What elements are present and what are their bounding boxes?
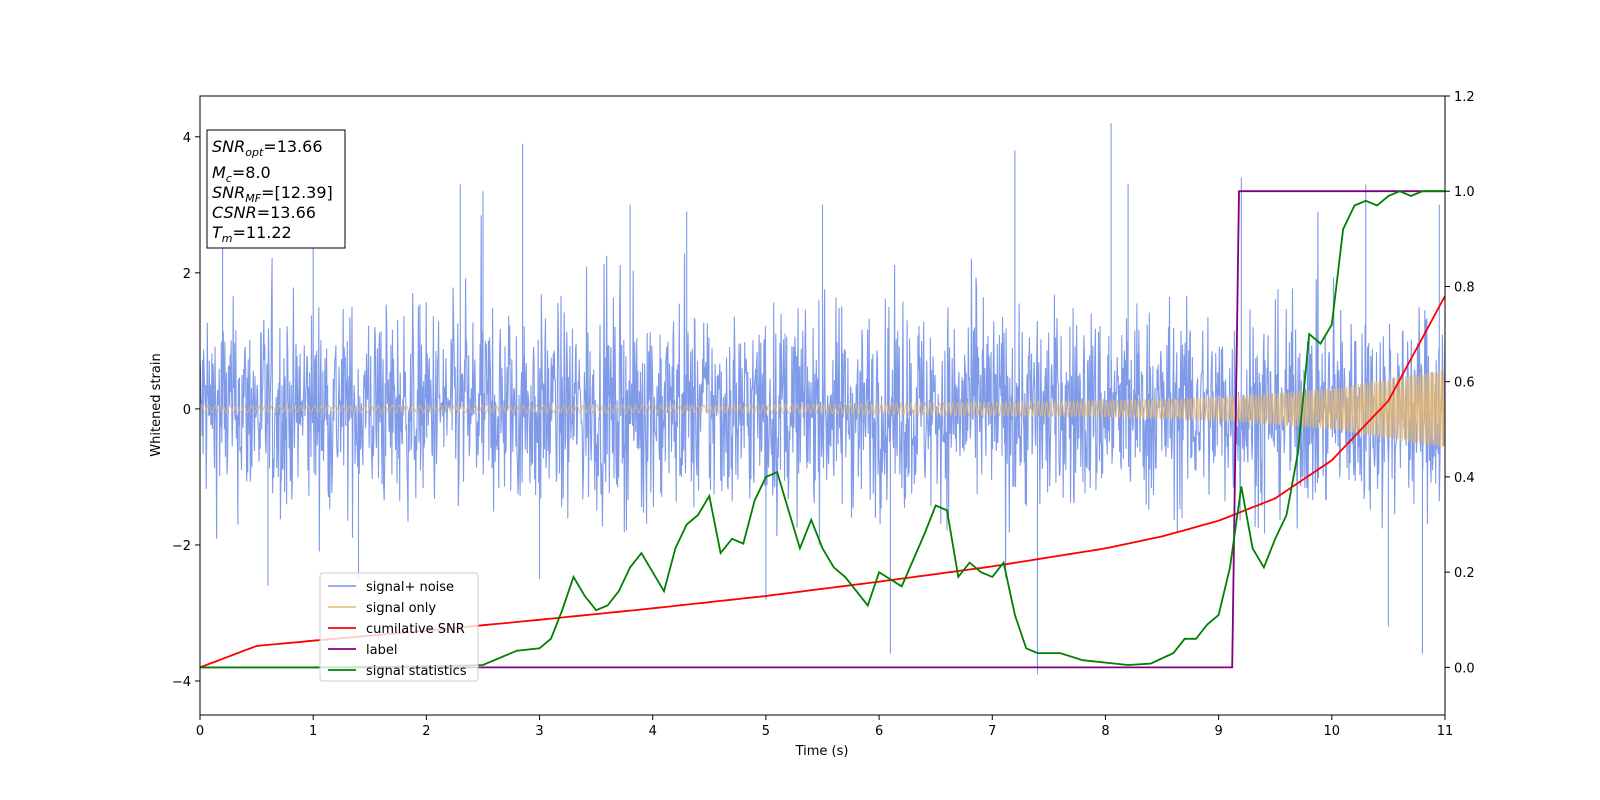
y-tick-label-2: 0 (183, 403, 191, 418)
x-tick-label-7: 7 (988, 724, 996, 739)
y-tick-label-4: 4 (183, 131, 191, 146)
annotation-frame (206, 129, 346, 249)
y2-tick-label-2: 0.4 (1454, 471, 1475, 486)
legend: signal+ noise signal only cumilative SNR la… (319, 572, 479, 682)
legend-label-cumulative-snr: cumilative SNR (366, 622, 465, 637)
series-signal-statistics (200, 190, 1445, 669)
legend-label-signal-only: signal only (366, 601, 436, 616)
legend-label-signal-statistics: signal statistics (366, 664, 467, 679)
y2-tick-label-4: 0.8 (1454, 280, 1475, 295)
series-signal-noise (200, 123, 1445, 675)
x-tick-label-8: 8 (1101, 724, 1109, 739)
annotation-csnr: CSNR=13.66 (212, 203, 316, 222)
y-tick-label-3: 2 (183, 267, 191, 282)
legend-frame (319, 572, 479, 682)
x-tick-label-4: 4 (649, 724, 657, 739)
x-tick-label-0: 0 (196, 724, 204, 739)
x-tick-label-11: 11 (1437, 724, 1454, 739)
y-tick-label-1: −2 (172, 539, 191, 554)
x-tick-label-6: 6 (875, 724, 883, 739)
x-tick-label-9: 9 (1214, 724, 1222, 739)
y-axis-right: 0.0 0.2 0.4 0.6 0.8 1.0 1.2 (1445, 90, 1475, 676)
x-tick-label-5: 5 (762, 724, 770, 739)
annotation-snr-opt: SNRopt=13.66 (212, 137, 323, 159)
y-tick-label-0: −4 (172, 675, 191, 690)
legend-label-label: label (366, 643, 397, 658)
annotation-mc: Mc=8.0 (212, 163, 271, 185)
series-signal-only (200, 370, 1445, 448)
x-tick-label-2: 2 (422, 724, 430, 739)
y2-tick-label-3: 0.6 (1454, 376, 1475, 391)
annotation-snr-mf: SNRMF=[12.39] (212, 183, 333, 205)
y2-tick-label-5: 1.0 (1454, 185, 1475, 200)
annotation-box: SNRopt=13.66 Mc=8.0 SNRMF=[12.39] CSNR=1… (206, 129, 346, 249)
series-layer (200, 123, 1445, 675)
annotation-tm: Tm=11.22 (212, 223, 292, 245)
y2-tick-label-6: 1.2 (1454, 90, 1475, 105)
x-axis: 0 1 2 3 4 5 6 7 8 9 10 11 (196, 715, 1453, 739)
legend-label-signal-noise: signal+ noise (366, 580, 454, 595)
x-axis-title: Time (s) (795, 744, 849, 759)
x-tick-label-10: 10 (1324, 724, 1341, 739)
y-axis-title: Whitened strain (149, 353, 164, 456)
x-tick-label-1: 1 (309, 724, 317, 739)
x-tick-label-3: 3 (535, 724, 543, 739)
series-label (200, 190, 1445, 669)
y2-tick-label-1: 0.2 (1454, 566, 1475, 581)
plot-frame (199, 95, 1446, 716)
y-axis-left: −4 −2 0 2 4 (172, 131, 200, 690)
y2-tick-label-0: 0.0 (1454, 661, 1475, 676)
